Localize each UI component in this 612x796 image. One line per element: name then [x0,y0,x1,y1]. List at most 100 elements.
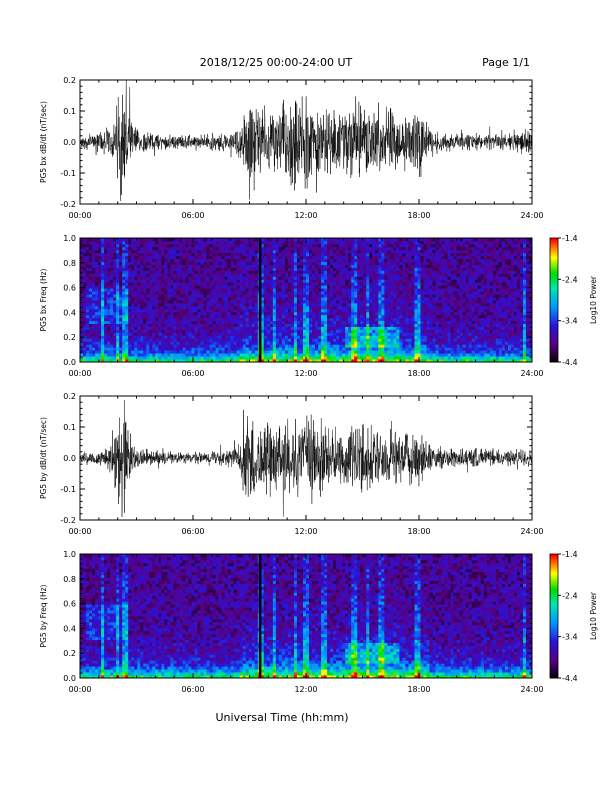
spectrogram-cell [86,262,89,265]
spectrogram-cell [327,250,330,253]
spectrogram-cell [240,268,243,271]
spectrogram-cell [134,262,137,265]
spectrogram-cell [390,256,393,259]
spectrogram-cell [342,241,345,244]
spectrogram-cell [240,262,243,265]
spectrogram-cell [414,347,417,350]
spectrogram-cell [228,341,231,344]
spectrogram-cell [216,288,219,291]
spectrogram-cell [276,259,279,262]
spectrogram-cell [306,318,309,321]
spectrogram-cell [143,309,146,312]
spectrogram-cell [421,318,424,321]
spectrogram-cell [264,256,267,259]
spectrogram-cell [92,282,95,285]
spectrogram-cell [116,300,119,303]
spectrogram-cell [408,344,411,347]
spectrogram-cell [143,356,146,359]
spectrogram-cell [131,291,134,294]
spectrogram-cell [131,279,134,282]
spectrogram-cell [101,241,104,244]
spectrogram-cell [228,279,231,282]
spectrogram-cell [167,324,170,327]
spectrogram-cell [264,297,267,300]
spectrogram-cell [414,324,417,327]
spectrogram-cell [210,270,213,273]
spectrogram-cell [164,344,167,347]
spectrogram-cell [339,321,342,324]
spectrogram-cell [179,291,182,294]
spectrogram-cell [405,282,408,285]
spectrogram-cell [414,341,417,344]
spectrogram-cell [140,238,143,241]
spectrogram-cell [378,315,381,318]
spectrogram-cell [243,303,246,306]
spectrogram-cell [354,312,357,315]
spectrogram-cell [198,270,201,273]
spectrogram-cell [216,276,219,279]
spectrogram-cell [161,315,164,318]
spectrogram-cell [137,309,140,312]
spectrogram-cell [387,262,390,265]
spectrogram-cell [201,344,204,347]
spectrogram-cell [195,297,198,300]
spectrogram-cell [216,303,219,306]
spectrogram-cell [107,344,110,347]
spectrogram-cell [164,353,167,356]
spectrogram-cell [152,297,155,300]
spectrogram-cell [363,318,366,321]
spectrogram-cell [167,273,170,276]
spectrogram-cell [402,324,405,327]
spectrogram-cell [146,353,149,356]
spectrogram-cell [399,347,402,350]
spectrogram-cell [164,327,167,330]
spectrogram-cell [191,282,194,285]
spectrogram-cell [179,238,182,241]
spectrogram-cell [405,300,408,303]
spectrogram-cell [240,338,243,341]
spectrogram-cell [390,332,393,335]
spectrogram-cell [231,332,234,335]
spectrogram-cell [424,244,427,247]
spectrogram-cell [381,312,384,315]
spectrogram-cell [101,306,104,309]
spectrogram-cell [294,294,297,297]
spectrogram-cell [339,285,342,288]
spectrogram-cell [228,273,231,276]
spectrogram-cell [116,324,119,327]
spectrogram-cell [104,350,107,353]
spectrogram-cell [222,297,225,300]
spectrogram-cell [324,327,327,330]
spectrogram-cell [216,250,219,253]
spectrogram-cell [291,253,294,256]
spectrogram-cell [279,338,282,341]
spectrogram-cell [396,356,399,359]
spectrogram-cell [176,309,179,312]
spectrogram-cell [191,332,194,335]
spectrogram-cell [402,253,405,256]
spectrogram-cell [291,247,294,250]
spectrogram-cell [411,270,414,273]
spectrogram-cell [387,256,390,259]
spectrogram-cell [98,247,101,250]
spectrogram-cell [324,318,327,321]
spectrogram-cell [375,256,378,259]
spectrogram-cell [288,350,291,353]
spectrogram-cell [204,309,207,312]
spectrogram-cell [213,312,216,315]
spectrogram-cell [249,262,252,265]
spectrogram-cell [207,300,210,303]
spectrogram-cell [345,344,348,347]
spectrogram-cell [363,256,366,259]
spectrogram-cell [146,270,149,273]
spectrogram-cell [207,347,210,350]
spectrogram-cell [246,279,249,282]
spectrogram-cell [291,244,294,247]
spectrogram-cell [339,303,342,306]
spectrogram-cell [122,347,125,350]
spectrogram-cell [225,330,228,333]
spectrogram-cell [291,256,294,259]
spectrogram-cell [330,327,333,330]
spectrogram-cell [158,265,161,268]
spectrogram-cell [92,309,95,312]
